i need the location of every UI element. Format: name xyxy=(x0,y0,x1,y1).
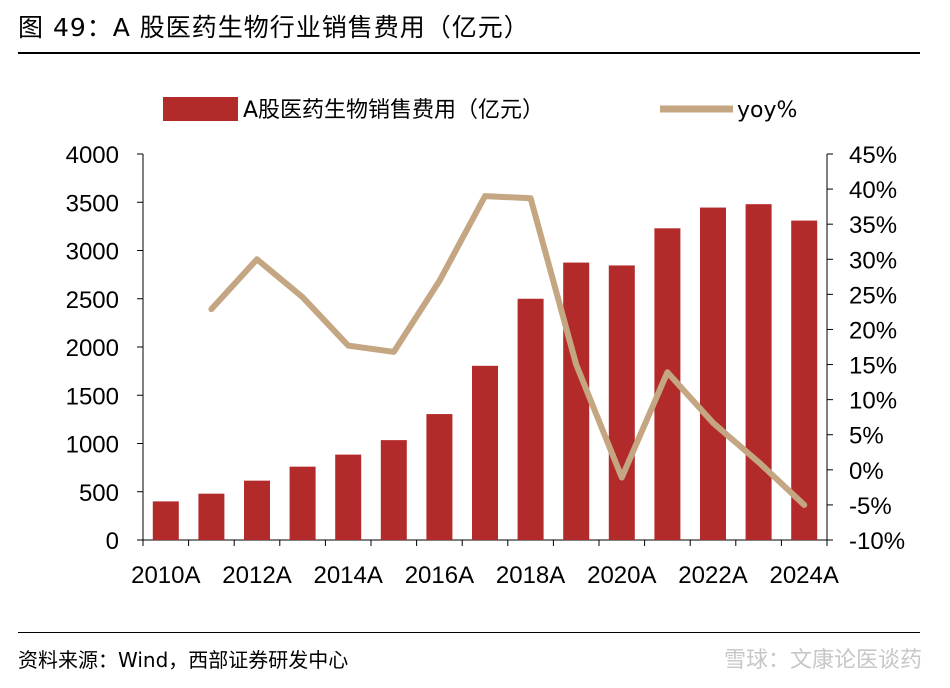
bar-2014A xyxy=(335,454,362,540)
bar-2019A xyxy=(563,262,590,540)
right-tick-label: 45% xyxy=(849,142,897,169)
right-tick-label: -5% xyxy=(849,493,892,520)
source-note: 资料来源：Wind，西部证券研发中心 xyxy=(18,648,349,672)
bar-2015A xyxy=(380,440,407,540)
axes: 0 500 1000 1500 2000 2500 3000 3500 4000 -10% -5% 0… xyxy=(66,142,905,589)
bar-2022A xyxy=(700,207,726,540)
left-tick-label: 1500 xyxy=(66,383,119,410)
left-tick-label: 3000 xyxy=(66,239,119,266)
right-tick-label: 5% xyxy=(849,423,884,450)
bar-2010A xyxy=(152,501,179,540)
bar-2016A xyxy=(426,414,453,540)
figure-title: 图 49：A 股医药生物行业销售费用（亿元） xyxy=(18,13,530,42)
right-tick-label: 20% xyxy=(849,317,897,344)
left-tick-label: 4000 xyxy=(66,142,119,169)
bar-2011A xyxy=(198,493,225,540)
bar-2020A xyxy=(608,265,635,540)
bar-2024A xyxy=(791,220,818,540)
x-tick-label: 2022A xyxy=(678,562,747,589)
right-tick-label: 35% xyxy=(849,212,897,239)
right-tick-label: 0% xyxy=(849,458,884,485)
x-tick-label: 2014A xyxy=(313,562,382,589)
bar-2017A xyxy=(472,365,498,540)
x-tick-label: 2010A xyxy=(131,562,200,589)
legend-line-label: yoy% xyxy=(737,98,797,123)
right-tick-label: 25% xyxy=(849,282,897,309)
yoy-line-series xyxy=(208,193,808,508)
source-divider xyxy=(18,632,920,633)
watermark: 雪球：文康论医谈药 xyxy=(723,648,922,673)
left-tick-label: 1000 xyxy=(66,432,119,459)
right-tick-label: -10% xyxy=(849,528,905,555)
chart: A股医药生物销售费用（亿元） yoy% 0 500 1000 1500 2000 2500… xyxy=(66,97,905,589)
legend-bar-label: A股医药生物销售费用（亿元） xyxy=(243,98,544,123)
legend: A股医药生物销售费用（亿元） yoy% xyxy=(163,97,797,123)
bar-2018A xyxy=(517,298,544,540)
x-tick-label: 2020A xyxy=(587,562,656,589)
right-tick-label: 30% xyxy=(849,247,897,274)
x-tick-label: 2018A xyxy=(496,562,565,589)
x-tick-label: 2012A xyxy=(222,562,291,589)
bar-2013A xyxy=(289,466,316,540)
bar-series xyxy=(152,204,818,540)
left-tick-label: 3500 xyxy=(66,190,119,217)
right-tick-label: 10% xyxy=(849,388,897,415)
x-tick-label: 2016A xyxy=(405,562,474,589)
x-tick-label: 2024A xyxy=(769,562,838,589)
left-tick-label: 2500 xyxy=(66,287,119,314)
yoy-line xyxy=(208,193,808,508)
bar-2023A xyxy=(745,204,772,540)
right-tick-label: 15% xyxy=(849,353,897,380)
legend-bar-swatch xyxy=(163,97,238,121)
bar-2012A xyxy=(244,480,270,540)
left-tick-label: 2000 xyxy=(66,335,119,362)
title-divider xyxy=(18,52,920,54)
left-tick-label: 500 xyxy=(79,480,119,507)
right-tick-label: 40% xyxy=(849,177,897,204)
left-tick-label: 0 xyxy=(106,528,119,555)
